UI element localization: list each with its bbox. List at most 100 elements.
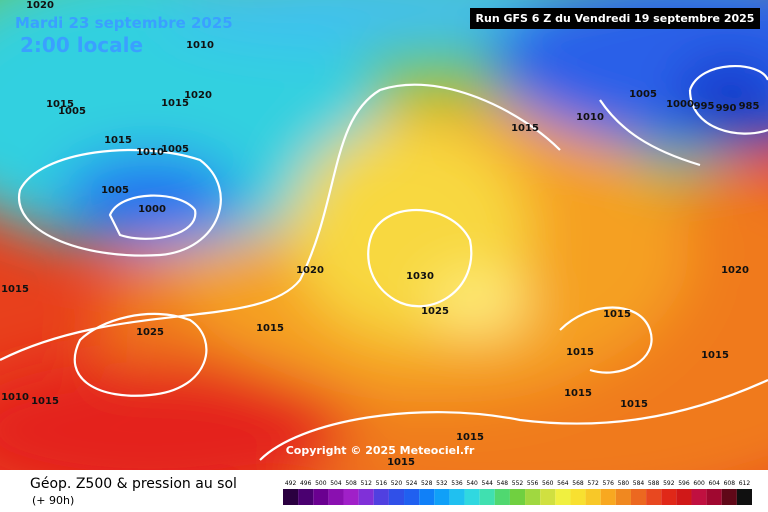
scale-label: 492 (285, 480, 297, 487)
isobar-label: 1005 (101, 185, 129, 196)
scale-label: 500 (315, 480, 327, 487)
isobar-label: 1015 (104, 135, 132, 146)
isobar-label: 1005 (161, 144, 189, 155)
isobar-label: 1010 (136, 147, 164, 158)
isobar-label: 1020 (721, 265, 749, 276)
isobar-label: 1020 (184, 90, 212, 101)
isobar-label: 1020 (26, 0, 54, 11)
isobar-label: 1000 (666, 99, 694, 110)
scale-label: 528 (421, 480, 433, 487)
run-box (470, 8, 760, 29)
copyright: Copyright © 2025 Meteociel.fr (286, 444, 475, 457)
scale-label: 596 (678, 480, 690, 487)
scale-swatch (404, 489, 420, 505)
scale-swatch (630, 489, 647, 505)
isobar-label: 1015 (620, 399, 648, 410)
scale-label: 564 (557, 480, 569, 487)
scale-label: 588 (648, 480, 660, 487)
scale-label: 556 (527, 480, 539, 487)
isobar-label: 1020 (296, 265, 324, 276)
scale-label: 608 (724, 480, 736, 487)
scale-swatch (449, 489, 465, 505)
time: 2:00 locale (20, 33, 143, 57)
scale-label: 592 (663, 480, 675, 487)
scale-swatch (373, 489, 389, 505)
isobar-label: 1015 (256, 323, 284, 334)
scale-swatch (298, 489, 314, 505)
scale-label: 560 (542, 480, 554, 487)
scale-label: 540 (466, 480, 478, 487)
isobar-label: 1015 (46, 99, 74, 110)
footer-lead: (+ 90h) (32, 494, 74, 507)
scale-swatch (479, 489, 495, 505)
scale-label: 572 (587, 480, 599, 487)
isobar-label: 1015 (511, 123, 539, 134)
isobar-lines (0, 64, 768, 461)
isobar-label: 1015 (701, 350, 729, 361)
isobar-label: 1025 (136, 327, 164, 338)
scale-swatch (434, 489, 450, 505)
scale-label: 516 (376, 480, 388, 487)
scale-swatch (615, 489, 631, 505)
isobar-label: 1015 (566, 347, 594, 358)
isobar-label: 1000 (138, 204, 166, 215)
scale-swatch (646, 489, 662, 505)
isobar-label: 1015 (603, 309, 631, 320)
isobar-label: 1025 (421, 306, 449, 317)
isobar-label: 990 (716, 103, 737, 114)
isobar-label: 995 (694, 101, 715, 112)
scale-swatch (388, 489, 405, 505)
date: Mardi 23 septembre 2025 (15, 14, 233, 32)
isobar-label: 1015 (564, 388, 592, 399)
scale-label: 536 (451, 480, 463, 487)
scale-swatch (706, 489, 722, 505)
footer-title: Géop. Z500 & pression au sol (30, 476, 237, 492)
scale-swatch (691, 489, 707, 505)
scale-swatch (419, 489, 435, 505)
scale-label: 576 (603, 480, 615, 487)
scale-swatch (494, 489, 510, 505)
isobar-label: 1010 (1, 392, 29, 403)
scale-label: 548 (497, 480, 509, 487)
scale-label: 504 (330, 480, 342, 487)
scale-swatch (585, 489, 601, 505)
run-info: Run GFS 6 Z du Vendredi 19 septembre 202… (476, 12, 755, 25)
scale-label: 508 (345, 480, 357, 487)
scale-label: 496 (300, 480, 312, 487)
isobar-label: 1030 (406, 271, 434, 282)
scale-swatch (736, 489, 752, 505)
isobar-label: 1005 (58, 106, 86, 117)
isobar-label: 1010 (186, 40, 214, 51)
scale-swatch (555, 489, 571, 505)
scale-swatch (540, 489, 556, 505)
scale-swatch (509, 489, 526, 505)
scale-swatch (464, 489, 480, 505)
scale-swatch (358, 489, 374, 505)
isobar-label: 1010 (576, 112, 604, 123)
scale-label: 544 (482, 480, 494, 487)
scale-label: 584 (633, 480, 645, 487)
scale-swatch (721, 489, 737, 505)
scale-swatch (525, 489, 541, 505)
scale-swatch (283, 489, 299, 505)
scale-label: 532 (436, 480, 448, 487)
scale-swatch (343, 489, 359, 505)
scale-swatch (328, 489, 344, 505)
scale-swatch (661, 489, 677, 505)
scale-label: 568 (572, 480, 584, 487)
scale-swatch (600, 489, 616, 505)
isobar-label: 1015 (31, 396, 59, 407)
isobar-label: 985 (739, 101, 760, 112)
scale-label: 512 (360, 480, 372, 487)
scale-label: 552 (512, 480, 524, 487)
scale-label: 612 (739, 480, 751, 487)
isobar-label: 1005 (629, 89, 657, 100)
isobar-label: 1015 (456, 432, 484, 443)
scale-label: 524 (406, 480, 418, 487)
isobar-label: 1015 (1, 284, 29, 295)
scale-swatch (313, 489, 329, 505)
isobar-label: 1015 (161, 98, 189, 109)
scale-swatch (570, 489, 586, 505)
